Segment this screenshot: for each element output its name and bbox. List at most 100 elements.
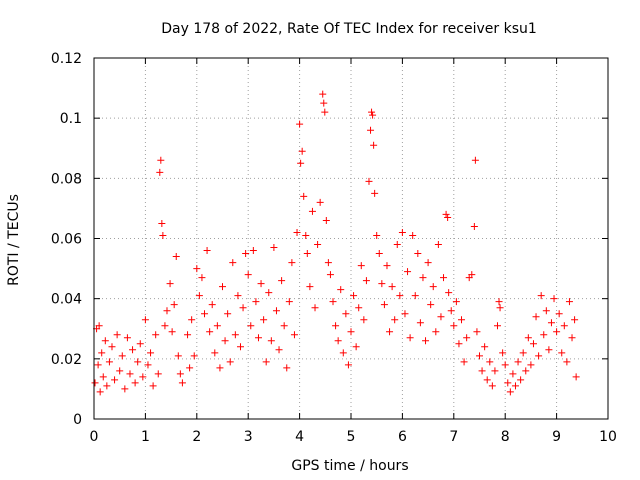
data-point [365,177,373,185]
data-point [452,298,460,306]
data-point [195,292,203,300]
data-point [322,216,330,224]
data-point [367,126,375,134]
data-point [337,286,345,294]
data-point [370,141,378,149]
data-point [357,262,365,270]
data-point [329,298,337,306]
data-point [252,298,260,306]
data-point [174,352,182,360]
data-point [213,322,221,330]
data-point [501,361,509,369]
data-point [437,313,445,321]
data-point [558,349,566,357]
data-point [424,259,432,267]
data-point [320,99,328,107]
data-point [509,370,517,378]
x-tick-label: 6 [398,429,407,445]
data-point [550,295,558,303]
data-point [511,382,519,390]
data-point [278,277,286,285]
data-point [234,292,242,300]
data-point [460,358,468,366]
data-point [471,156,479,164]
x-tick-label: 10 [599,429,617,445]
data-point [94,361,102,369]
chart-title: Day 178 of 2022, Rate Of TEC Index for r… [161,21,537,37]
data-point [116,367,124,375]
data-point [416,319,424,327]
data-point [298,147,306,155]
data-point [545,346,553,354]
data-point [396,292,404,300]
data-point [311,304,319,312]
data-point [267,337,275,345]
data-point [491,367,499,375]
data-point [458,316,466,324]
data-point [293,228,301,236]
data-point [103,382,111,390]
data-point [555,310,563,318]
data-point [532,313,540,321]
data-point [342,310,350,318]
data-point [326,271,334,279]
data-point [380,301,388,309]
data-point [547,319,555,327]
data-point [105,358,113,366]
data-point [265,289,273,297]
data-point [300,192,308,200]
data-point [163,307,171,315]
data-point [260,316,268,324]
data-point [499,349,507,357]
data-point [303,250,311,258]
data-point [156,168,164,176]
data-point [131,379,139,387]
data-point [239,304,247,312]
data-point [91,379,99,387]
data-point [136,340,144,348]
data-point [440,274,448,282]
data-point [483,376,491,384]
x-tick-label: 8 [501,429,510,445]
data-point [488,382,496,390]
data-point [170,301,178,309]
data-point [414,250,422,258]
data-point [527,361,535,369]
data-point [455,340,463,348]
data-point [247,322,255,330]
data-point [184,331,192,339]
data-point [244,271,252,279]
data-point [478,367,486,375]
data-point [141,316,149,324]
data-point [262,358,270,366]
data-point [166,280,174,288]
data-point [229,259,237,267]
data-point [123,334,131,342]
data-point [290,331,298,339]
data-point [272,307,280,315]
data-point [360,316,368,324]
data-point [149,382,157,390]
data-point [198,274,206,282]
data-point [393,241,401,249]
data-point [168,328,176,336]
y-tick-label: 0.1 [60,111,82,127]
data-point [514,358,522,366]
data-point [388,283,396,291]
data-point [306,283,314,291]
data-point [434,241,442,249]
axis-ticks [93,57,609,420]
data-point [375,250,383,258]
data-point [419,274,427,282]
data-point [275,346,283,354]
data-point [542,307,550,315]
y-tick-label: 0.12 [51,51,82,67]
data-point [404,268,412,276]
data-point [224,310,232,318]
data-point [158,219,166,227]
data-point [216,364,224,372]
x-tick-label: 7 [449,429,458,445]
data-point [401,310,409,318]
data-point [221,337,229,345]
